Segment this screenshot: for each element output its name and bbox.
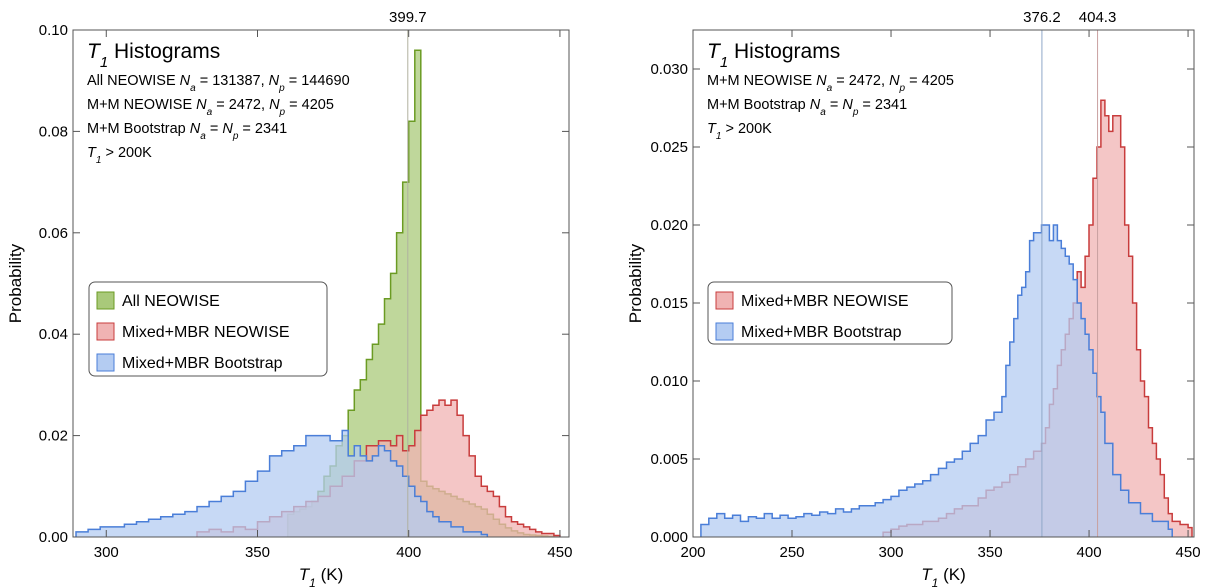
series-area-mixed-mbr-neowise xyxy=(883,100,1193,537)
left-histogram-chart: 399.7 0.00 0.02 0.04 0.06 0.08 0.10 300 350 400 45… xyxy=(6,9,572,588)
y-tick-label: 0.020 xyxy=(650,217,688,234)
chart-title: T1 Histograms xyxy=(707,40,840,71)
x-tick-label: 350 xyxy=(978,544,1003,561)
legend-swatch-mixed-mbr-bootstrap xyxy=(715,322,734,341)
y-tick-label: 0.10 xyxy=(39,22,68,39)
peak-label: 404.3 xyxy=(1079,9,1117,26)
y-tick-label: 0.02 xyxy=(39,428,68,445)
x-axis-label: T1 (K) xyxy=(921,565,965,588)
legend-label-all-neowise: All NEOWISE xyxy=(122,293,220,310)
legend-label-mixed-mbr-neowise: Mixed+MBR NEOWISE xyxy=(741,293,909,310)
x-tick-label: 400 xyxy=(1077,544,1102,561)
legend-swatch-mixed-mbr-neowise xyxy=(715,291,734,310)
legend-swatch-mixed-mbr-bootstrap xyxy=(96,353,115,372)
y-tick-label: 0.005 xyxy=(650,451,688,468)
x-tick-label: 450 xyxy=(547,544,572,561)
y-tick-label: 0.04 xyxy=(39,326,68,343)
legend-label-mixed-mbr-neowise: Mixed+MBR NEOWISE xyxy=(122,324,290,341)
legend-swatch-all-neowise xyxy=(96,291,115,310)
series-line-mixed-mbr-bootstrap xyxy=(75,429,489,538)
info-line: T1 > 200K xyxy=(707,121,772,142)
x-tick-label: 200 xyxy=(680,544,705,561)
chart-title: T1 Histograms xyxy=(87,40,220,71)
x-tick-label: 450 xyxy=(1176,544,1201,561)
peak-label: 376.2 xyxy=(1023,9,1061,26)
y-tick-label: 0.010 xyxy=(650,373,688,390)
legend: Mixed+MBR NEOWISE Mixed+MBR Bootstrap xyxy=(707,281,953,345)
legend-box xyxy=(707,281,953,345)
x-tick-label: 350 xyxy=(245,544,270,561)
series-area-mixed-mbr-bootstrap xyxy=(700,225,1173,537)
x-tick-label: 400 xyxy=(396,544,421,561)
info-line: M+M NEOWISE Na = 2472, Np = 4205 xyxy=(707,73,954,94)
series-area-mixed-mbr-bootstrap xyxy=(76,430,488,537)
plot-frame xyxy=(72,29,570,538)
x-tick-label: 300 xyxy=(94,544,119,561)
info-line: M+M NEOWISE Na = 2472, Np = 4205 xyxy=(87,97,334,118)
series-area-all-neowise xyxy=(287,50,554,538)
y-tick-label: 0.00 xyxy=(39,529,68,546)
info-line: All NEOWISE Na = 131387, Np = 144690 xyxy=(87,73,350,94)
legend-label-mixed-mbr-bootstrap: Mixed+MBR Bootstrap xyxy=(741,324,902,341)
legend-label-mixed-mbr-bootstrap: Mixed+MBR Bootstrap xyxy=(122,355,283,372)
legend-box xyxy=(88,281,328,377)
peak-label: 399.7 xyxy=(389,9,427,26)
series-line-mixed-mbr-bootstrap xyxy=(700,224,1173,538)
y-tick-label: 0.025 xyxy=(650,139,688,156)
x-tick-label: 300 xyxy=(879,544,904,561)
legend: All NEOWISE Mixed+MBR NEOWISE Mixed+MBR Bo… xyxy=(88,281,328,377)
right-histogram-chart: 376.2 404.3 0.000 0.005 0.010 0.015 0.020 0.025… xyxy=(626,9,1201,588)
info-line: T1 > 200K xyxy=(87,145,152,166)
y-tick-label: 0.08 xyxy=(39,123,68,140)
legend-swatch-mixed-mbr-neowise xyxy=(96,322,115,341)
y-axis-label: Probability xyxy=(626,243,645,323)
x-tick-label: 250 xyxy=(779,544,804,561)
y-tick-label: 0.000 xyxy=(650,529,688,546)
info-line: M+M Bootstrap Na = Np = 2341 xyxy=(87,121,287,142)
y-axis-label: Probability xyxy=(6,243,25,323)
plot-frame xyxy=(692,29,1195,538)
x-axis-label: T1 (K) xyxy=(299,565,343,588)
y-tick-label: 0.030 xyxy=(650,61,688,78)
y-tick-label: 0.015 xyxy=(650,295,688,312)
y-tick-label: 0.06 xyxy=(39,225,68,242)
info-line: M+M Bootstrap Na = Np = 2341 xyxy=(707,97,907,118)
